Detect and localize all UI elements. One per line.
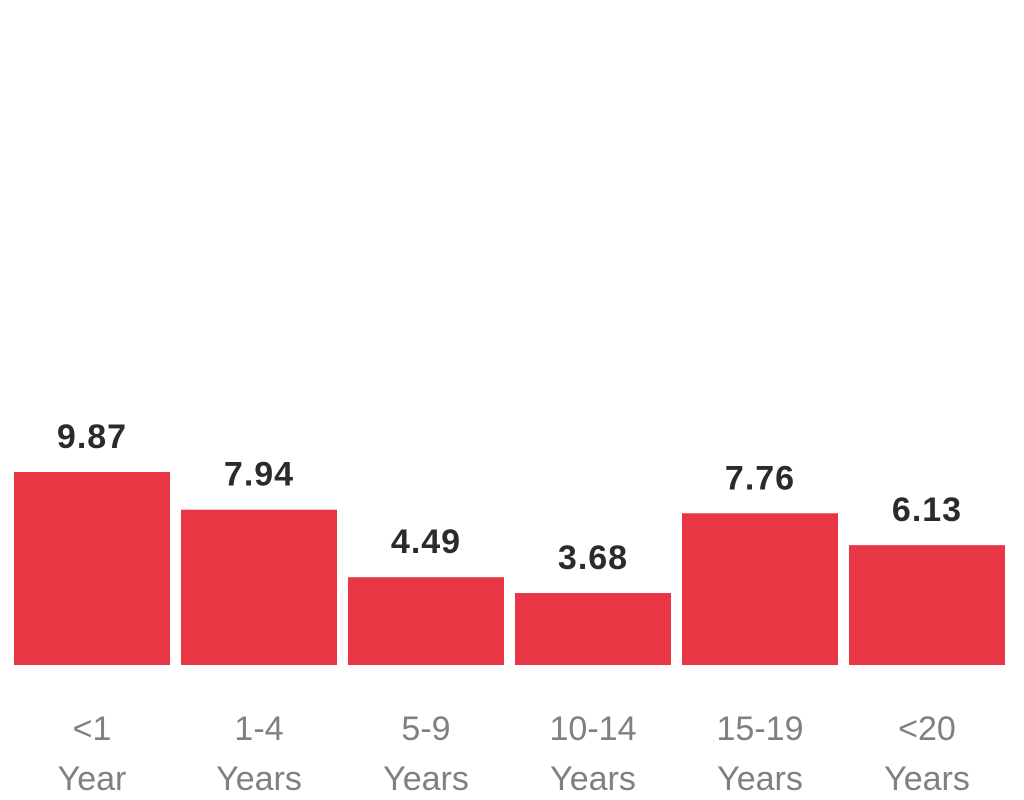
x-tick-label: 10-14 [550, 710, 637, 748]
x-tick-label: Years [216, 760, 302, 798]
bar [515, 593, 671, 665]
data-label: 3.68 [558, 539, 628, 577]
data-label: 7.76 [725, 459, 795, 497]
x-tick-label: Years [717, 760, 803, 798]
bar [181, 509, 337, 665]
x-tick-label: Years [383, 760, 469, 798]
x-tick-label: 15-19 [717, 710, 804, 748]
value-labels: 9.87 7.94 4.49 3.68 7.76 6.13 [57, 418, 962, 577]
bar [348, 577, 504, 665]
data-label: 6.13 [892, 491, 962, 529]
x-tick-label: Year [58, 760, 127, 798]
category-labels: <1 Year 1-4 Years 5-9 Years 10-14 Years 15-19 Yea… [58, 710, 970, 798]
bars [14, 472, 1005, 665]
bar [14, 472, 170, 665]
data-label: 9.87 [57, 418, 127, 456]
bar [849, 545, 1005, 665]
x-tick-label: 1-4 [234, 710, 283, 748]
x-tick-label: <1 [73, 710, 112, 748]
x-tick-label: Years [550, 760, 636, 798]
bar [682, 513, 838, 665]
x-tick-label: 5-9 [401, 710, 450, 748]
data-label: 4.49 [391, 523, 461, 561]
data-label: 7.94 [224, 456, 294, 494]
x-tick-label: <20 [898, 710, 956, 748]
x-tick-label: Years [884, 760, 970, 798]
